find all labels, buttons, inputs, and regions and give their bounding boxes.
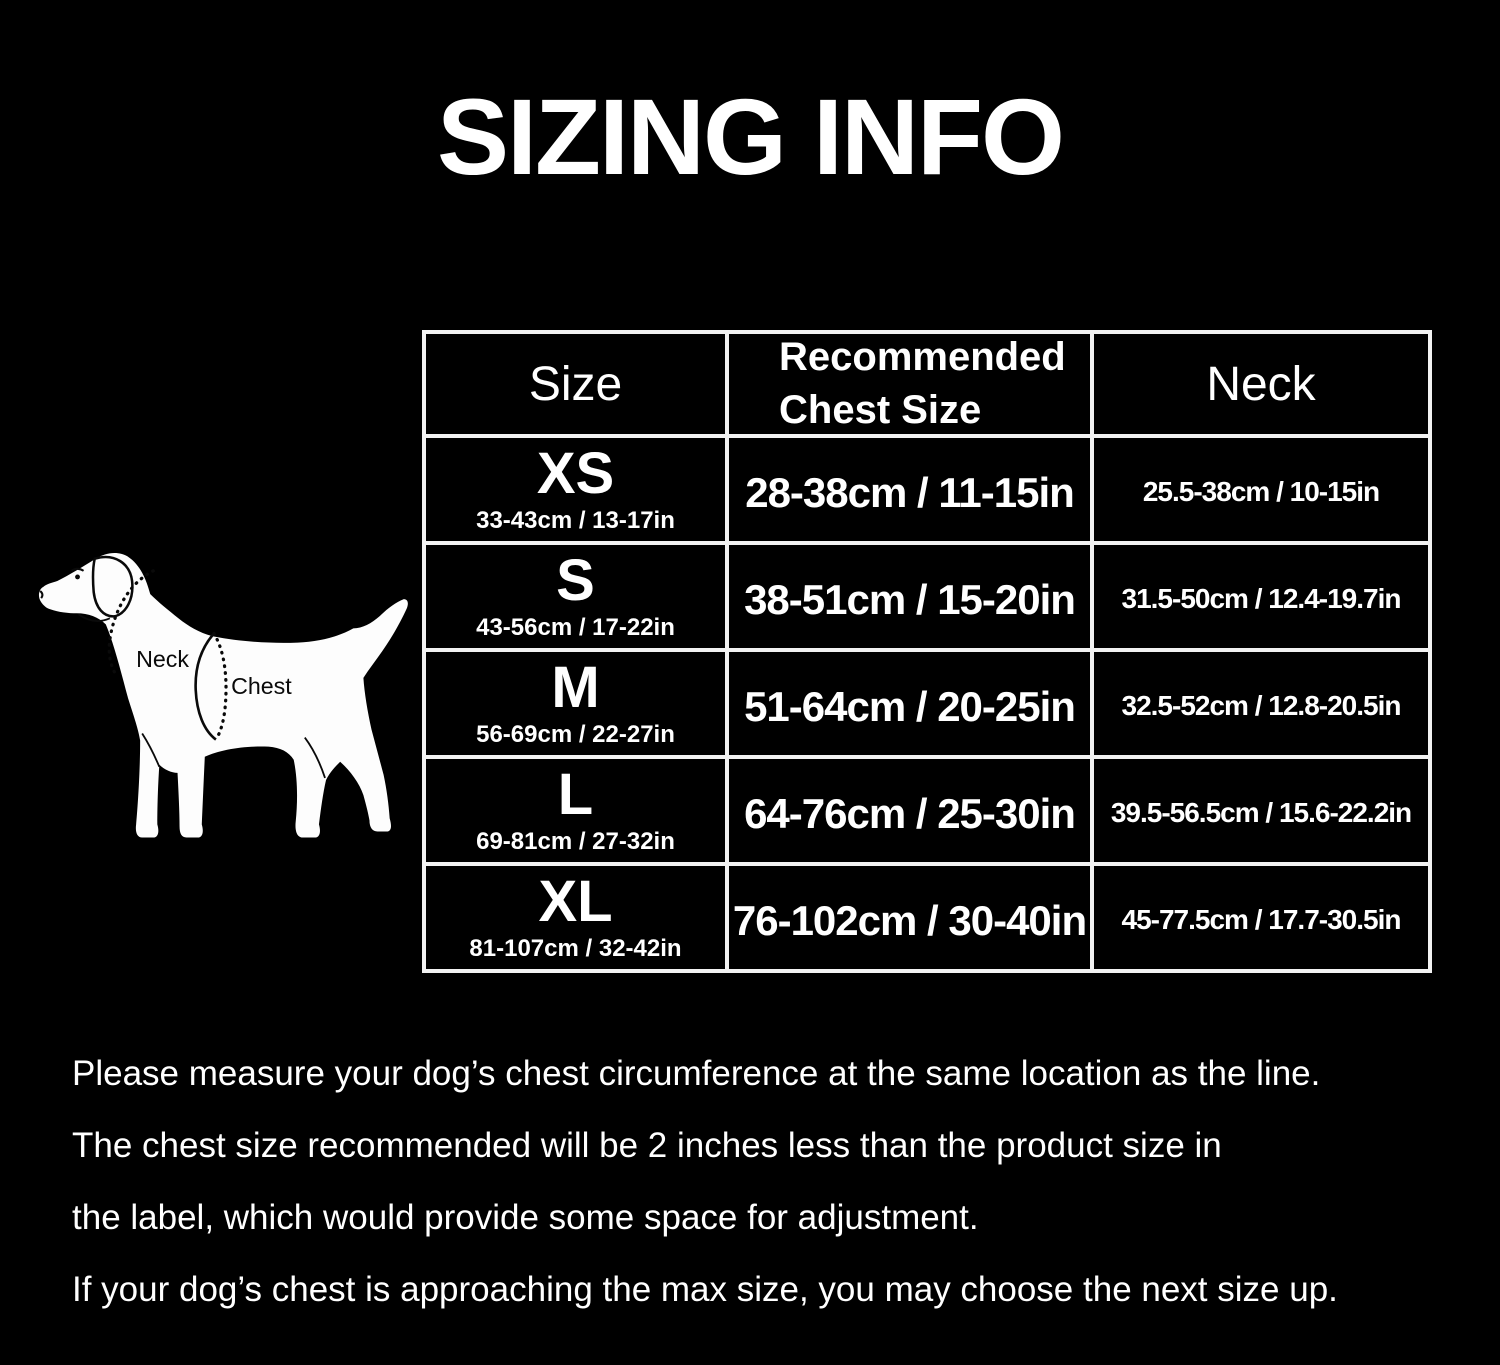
table-row-l-size: L 69-81cm / 27-32in xyxy=(426,759,725,862)
table-row-xs-chest: 28-38cm / 11-15in xyxy=(729,438,1090,541)
size-range: 56-69cm / 22-27in xyxy=(476,720,675,748)
dog-jowl-line xyxy=(77,613,111,622)
header-chest-line2: Chest Size xyxy=(779,388,982,432)
table-row-s-neck: 31.5-50cm / 12.4-19.7in xyxy=(1094,545,1428,648)
sizing-table: Size Recommended Chest Size Neck XS 33-4… xyxy=(422,330,1432,973)
dog-front-leg-line xyxy=(141,732,161,768)
header-neck: Neck xyxy=(1094,334,1428,434)
note-line-4: If your dog’s chest is approaching the m… xyxy=(72,1270,1338,1309)
table-row-m-chest: 51-64cm / 20-25in xyxy=(729,652,1090,755)
table-row-xs-neck: 25.5-38cm / 10-15in xyxy=(1094,438,1428,541)
dog-eye xyxy=(75,574,80,580)
measuring-notes: Please measure your dog’s chest circumfe… xyxy=(72,1038,1472,1326)
dog-silhouette xyxy=(38,553,408,838)
header-size: Size xyxy=(426,334,725,434)
table-row-s-size: S 43-56cm / 17-22in xyxy=(426,545,725,648)
note-line-2: The chest size recommended will be 2 inc… xyxy=(72,1126,1222,1165)
table-row-m-neck: 32.5-52cm / 12.8-20.5in xyxy=(1094,652,1428,755)
neck-diagram-label: Neck xyxy=(136,646,189,672)
chest-diagram-label: Chest xyxy=(231,673,292,699)
table-row-xs-size: XS 33-43cm / 13-17in xyxy=(426,438,725,541)
size-range: 43-56cm / 17-22in xyxy=(476,613,675,641)
size-label: S xyxy=(556,548,595,614)
size-range: 81-107cm / 32-42in xyxy=(469,934,682,962)
size-label: XS xyxy=(536,441,615,507)
size-range: 69-81cm / 27-32in xyxy=(476,827,675,855)
neck-measure-line xyxy=(107,569,155,678)
chest-measure-front-line xyxy=(194,632,217,741)
table-row-xl-neck: 45-77.5cm / 17.7-30.5in xyxy=(1094,866,1428,969)
size-label: XL xyxy=(538,869,613,935)
dog-rear-leg-line xyxy=(304,736,326,779)
table-row-xl-size: XL 81-107cm / 32-42in xyxy=(426,866,725,969)
table-row-xl-chest: 76-102cm / 30-40in xyxy=(729,866,1090,969)
dog-nostril xyxy=(39,590,44,599)
note-line-1: Please measure your dog’s chest circumfe… xyxy=(72,1054,1321,1093)
note-line-3: the label, which would provide some spac… xyxy=(72,1198,979,1237)
size-range: 33-43cm / 13-17in xyxy=(476,506,675,534)
header-chest-line1: Recommended xyxy=(779,335,1066,379)
page-title: SIZING INFO xyxy=(437,76,1065,197)
table-row-l-neck: 39.5-56.5cm / 15.6-22.2in xyxy=(1094,759,1428,862)
dog-measurement-diagram: Neck Chest xyxy=(38,553,408,838)
dog-brow-line xyxy=(70,567,85,572)
header-chest: Recommended Chest Size xyxy=(729,334,1090,434)
table-row-m-size: M 56-69cm / 22-27in xyxy=(426,652,725,755)
size-label: L xyxy=(557,762,594,828)
dog-ear-line xyxy=(91,555,134,618)
chest-measure-dotted-line xyxy=(212,631,228,742)
table-row-s-chest: 38-51cm / 15-20in xyxy=(729,545,1090,648)
table-row-l-chest: 64-76cm / 25-30in xyxy=(729,759,1090,862)
size-label: M xyxy=(551,655,600,721)
